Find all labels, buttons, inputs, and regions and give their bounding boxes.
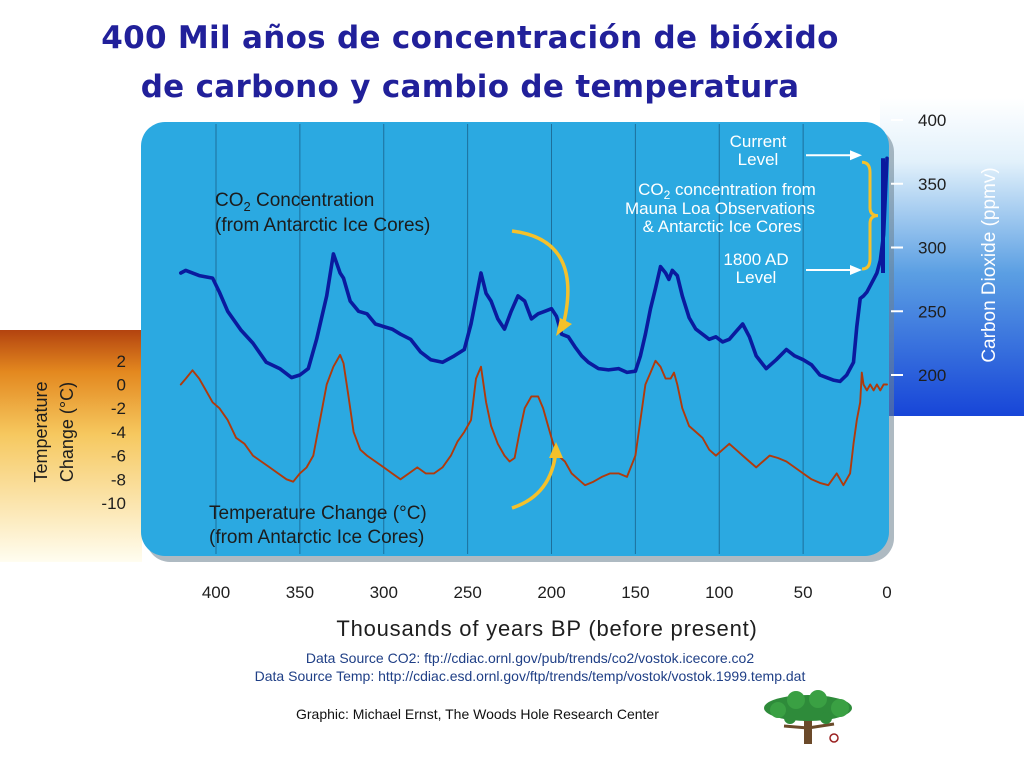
y-left-tick-label: -4: [111, 423, 126, 442]
temperature-series-label: Temperature Change (°C): [209, 503, 427, 524]
co2-series-line: [179, 156, 889, 384]
ad1800-label-2: Level: [736, 268, 777, 287]
page-title: 400 Mil años de concentración de bióxido…: [0, 14, 940, 112]
y-right-axis-title: Carbon Dioxide (ppmv): [979, 167, 1000, 362]
ad1800-arrow-head: [850, 265, 862, 275]
title-line-2: de carbono y cambio de temperatura: [140, 69, 800, 105]
y-left-tick-label: -10: [101, 494, 126, 513]
y-left-tick-label: 2: [117, 352, 126, 371]
co2-axis-gradient: [880, 98, 1024, 416]
co2-label-arrow: [511, 229, 570, 331]
y-left-axis-title-2: Change (°C): [57, 382, 77, 482]
x-tick-label: 400: [202, 583, 230, 602]
x-tick-label: 100: [705, 583, 733, 602]
y-right-tick-label: 200: [918, 366, 946, 385]
x-axis-title: Thousands of years BP (before present): [336, 616, 757, 641]
data-source-temp: Data Source Temp: http://cdiac.esd.ornl.…: [254, 668, 806, 684]
x-tick-label: 150: [621, 583, 649, 602]
current-level-label-2: Level: [738, 150, 779, 169]
ad1800-label-1: 1800 AD: [723, 250, 788, 269]
x-tick-label: 350: [286, 583, 314, 602]
x-tick-label: 250: [453, 583, 481, 602]
data-source-co2: Data Source CO2: ftp://cdiac.ornl.gov/pu…: [305, 650, 755, 666]
chart-panel: [141, 122, 889, 556]
temperature-label-arrow: [511, 449, 558, 510]
co2-label-arrowhead: [556, 318, 572, 336]
y-right-tick-label: 350: [918, 175, 946, 194]
y-left-tick-label: 0: [117, 376, 126, 395]
x-tick-label: 300: [370, 583, 398, 602]
x-tick-label: 50: [794, 583, 813, 602]
mauna-loa-brace: [861, 160, 879, 271]
co2-series-source: (from Antarctic Ice Cores): [215, 215, 430, 236]
graphic-credit: Graphic: Michael Ernst, The Woods Hole R…: [296, 706, 659, 722]
mauna-loa-label-3: & Antarctic Ice Cores: [643, 217, 802, 236]
x-tick-label: 200: [537, 583, 565, 602]
tree-logo-icon: [764, 690, 852, 744]
temperature-axis-gradient: [0, 330, 142, 562]
mauna-loa-label-1: CO2 concentration from: [638, 180, 816, 202]
co2-series-label: CO2 Concentration: [215, 190, 374, 214]
y-left-tick-label: -6: [111, 447, 126, 466]
title-line-1: 400 Mil años de concentración de bióxido: [101, 20, 839, 56]
y-left-tick-label: -8: [111, 470, 126, 489]
annotation-markers: [806, 150, 885, 275]
y-left-axis-title-1: Temperature: [31, 381, 51, 482]
x-tick-label: 0: [882, 583, 891, 602]
current-level-arrow-head: [850, 150, 862, 161]
y-right-tick-label: 400: [918, 111, 946, 130]
temperature-label-arrowhead: [549, 442, 563, 458]
y-right-tick-label: 250: [918, 302, 946, 321]
temperature-series-source: (from Antarctic Ice Cores): [209, 527, 424, 548]
y-right-tick-label: 300: [918, 239, 946, 258]
axes-layer: 400 350 300 250 200 150 100 50 0 2 0 -2 -4 -6 -8 -10 400…: [101, 111, 946, 602]
mauna-loa-label-2: Mauna Loa Observations: [625, 199, 815, 218]
current-level-label-1: Current: [730, 132, 787, 151]
y-left-tick-label: -2: [111, 399, 126, 418]
